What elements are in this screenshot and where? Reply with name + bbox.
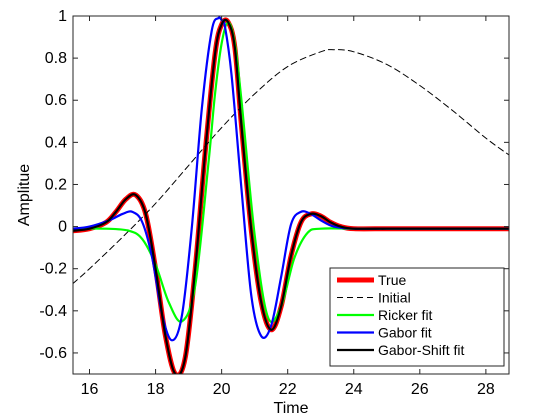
ticks-layer: 16 18 20 22 24 26 28 -0.6 -0.4 -0.2 0 0.2 0.4 0.6 0.8 1 bbox=[39, 8, 509, 398]
legend-label-gabor-fit: Gabor fit bbox=[378, 325, 432, 341]
y-tick-label: 0.8 bbox=[45, 50, 67, 67]
legend-label-initial: Initial bbox=[378, 290, 411, 306]
y-tick-label: 0.6 bbox=[45, 92, 67, 109]
y-tick-label: 1 bbox=[58, 8, 67, 25]
x-tick-label: 20 bbox=[213, 381, 231, 398]
x-tick-label: 24 bbox=[345, 381, 363, 398]
x-tick-label: 28 bbox=[477, 381, 495, 398]
x-axis-label: Time bbox=[274, 400, 309, 417]
series-line-initial bbox=[73, 49, 509, 284]
legend-label-ricker-fit: Ricker fit bbox=[378, 307, 433, 323]
y-tick-label: 0.2 bbox=[45, 176, 67, 193]
legend-label-true: True bbox=[378, 272, 406, 288]
y-tick-label: 0 bbox=[58, 219, 67, 236]
x-tick-label: 22 bbox=[279, 381, 297, 398]
x-tick-label: 26 bbox=[411, 381, 429, 398]
series-layer bbox=[73, 16, 509, 374]
y-tick-label: -0.4 bbox=[39, 303, 67, 320]
x-tick-label: 16 bbox=[81, 381, 99, 398]
y-tick-label: 0.4 bbox=[45, 134, 67, 151]
y-tick-label: -0.6 bbox=[39, 345, 67, 362]
legend-label-gabor-shift-fit: Gabor-Shift fit bbox=[378, 342, 464, 358]
plot-frame bbox=[72, 15, 510, 375]
y-axis-label: Amplitue bbox=[16, 164, 33, 226]
series-line-gabor-shift-fit bbox=[73, 18, 509, 374]
y-tick-label: -0.2 bbox=[39, 261, 67, 278]
x-tick-label: 18 bbox=[147, 381, 165, 398]
